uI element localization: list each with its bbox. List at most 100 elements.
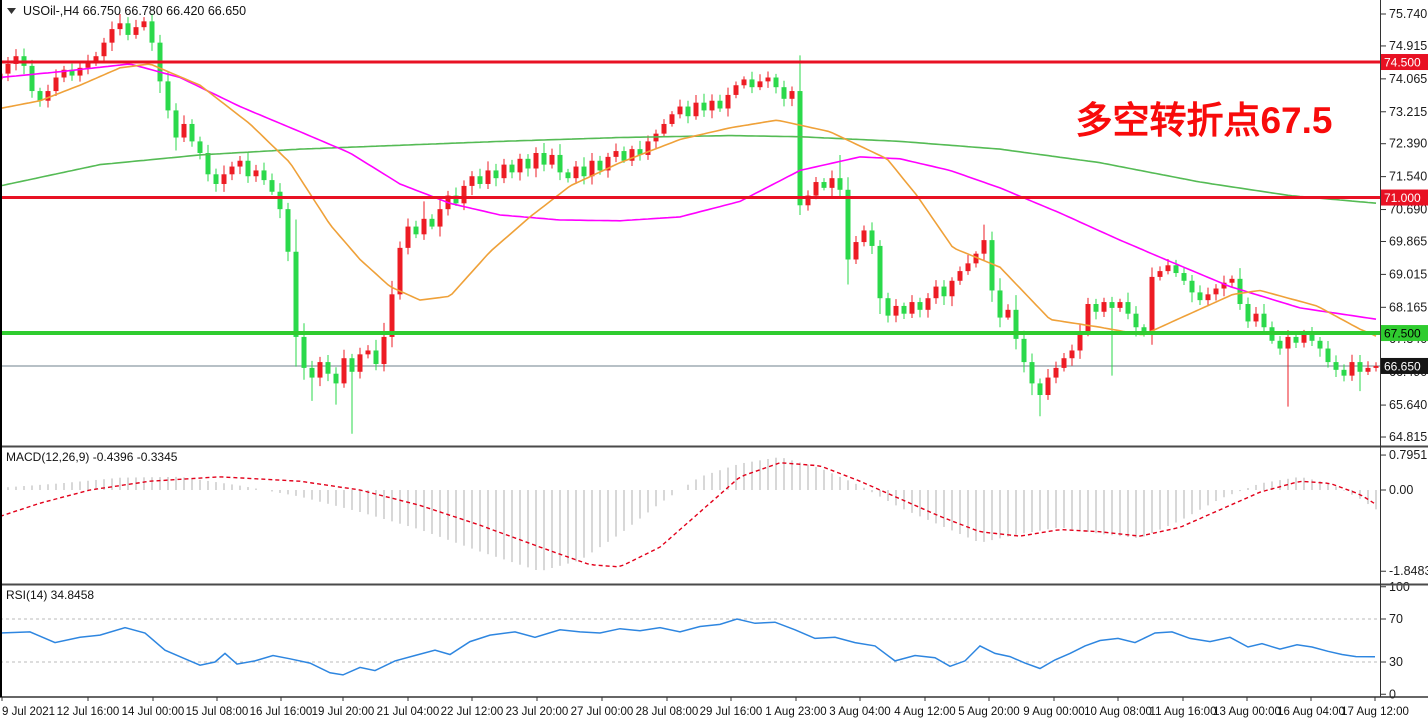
- candle-body: [933, 286, 939, 299]
- price-axis-label: 74.065: [1389, 72, 1427, 86]
- candle-body: [1037, 383, 1043, 396]
- macd-pane: [0, 457, 1377, 571]
- candle-body: [109, 29, 115, 43]
- symbol-dropdown-icon[interactable]: [7, 8, 16, 14]
- candle-body: [725, 94, 731, 109]
- macd-signal-line: [0, 462, 1375, 568]
- candle-body: [1349, 362, 1355, 376]
- candle-body: [597, 160, 603, 171]
- candle-body: [1101, 302, 1107, 312]
- candle-body: [1109, 302, 1115, 308]
- price-axis-label: 65.640: [1389, 398, 1427, 412]
- candle-body: [1021, 338, 1027, 363]
- price-badge-71.000: [1381, 189, 1428, 206]
- candle-body: [405, 226, 411, 248]
- candle-body: [1245, 304, 1251, 322]
- candle-body: [1093, 304, 1099, 312]
- candle-body: [1365, 367, 1371, 372]
- candle-body: [277, 191, 283, 210]
- candle-body: [245, 160, 251, 177]
- candle-body: [333, 373, 339, 384]
- candle-body: [1181, 273, 1187, 281]
- horizontal-levels-top-layer[interactable]: [0, 60, 1380, 336]
- candle-body: [621, 151, 627, 161]
- candle-body: [893, 305, 899, 316]
- candle-body: [1149, 276, 1155, 332]
- candle-body: [1077, 331, 1083, 351]
- price-axis-label: 69.015: [1389, 267, 1427, 281]
- candle-body: [85, 62, 91, 68]
- candle-body: [581, 166, 587, 177]
- price-axis-label: 72.390: [1389, 137, 1427, 151]
- candle-body: [541, 153, 547, 165]
- date-label: 3 Aug 04:00: [829, 706, 890, 718]
- candle-body: [173, 110, 179, 138]
- price-axis-label: 73.215: [1389, 105, 1427, 119]
- candle-body: [149, 21, 155, 43]
- rsi-axis-label: 100: [1389, 580, 1410, 594]
- price-axis-label: 74.915: [1389, 39, 1427, 53]
- candle-body: [389, 294, 395, 337]
- price-badge-label: 66.650: [1384, 359, 1421, 373]
- candle-body: [1141, 327, 1147, 332]
- candle-body: [1197, 292, 1203, 301]
- candle-body: [717, 100, 723, 109]
- candle-body: [909, 302, 915, 314]
- price-axis-label: 75.740: [1389, 7, 1427, 21]
- macd-axis-label: 0.7951: [1389, 448, 1427, 462]
- candle-body: [877, 245, 883, 299]
- candle-body: [1357, 362, 1363, 372]
- candle-body: [973, 253, 979, 264]
- candle-body: [45, 91, 51, 101]
- candle-body: [53, 77, 59, 92]
- candle-body: [93, 56, 99, 63]
- date-label: 9 Aug 00:00: [1023, 706, 1084, 718]
- candle-body: [981, 240, 987, 254]
- candle-body: [365, 350, 371, 355]
- candle-body: [957, 271, 963, 281]
- candle-body: [493, 170, 499, 179]
- candle-body: [1165, 265, 1171, 272]
- candle-body: [637, 149, 643, 155]
- candle-body: [645, 141, 651, 155]
- candle-body: [237, 160, 243, 167]
- candle-body: [469, 176, 475, 186]
- candle-body: [701, 102, 707, 111]
- price-badge-label: 67.500: [1384, 327, 1421, 341]
- candle-body: [197, 141, 203, 154]
- candle-body: [77, 67, 83, 76]
- candle-body: [941, 286, 947, 297]
- candle-body: [5, 63, 11, 74]
- candle-body: [517, 158, 523, 173]
- rsi-pane: [0, 618, 1380, 676]
- candle-body: [437, 209, 443, 227]
- price-axis: 75.740 74.915 74.065 73.215 72.390 71.540 70.6…: [1381, 7, 1428, 701]
- candle-body: [853, 242, 859, 260]
- rsi-axis-label: 30: [1389, 655, 1403, 669]
- candle-body: [261, 170, 267, 181]
- candle-body: [861, 230, 867, 243]
- candle-body: [821, 182, 827, 188]
- rsi-line: [0, 618, 1376, 676]
- candle-body: [221, 174, 227, 184]
- candle-body: [325, 362, 331, 374]
- candle-body: [965, 263, 971, 272]
- candle-body: [317, 362, 323, 378]
- date-label: 22 Jul 12:00: [441, 706, 504, 718]
- candle-body: [501, 164, 507, 179]
- candle-body: [573, 166, 579, 179]
- candle-body: [61, 69, 67, 78]
- candle-body: [709, 100, 715, 111]
- candle-body: [1125, 302, 1131, 314]
- date-label: 14 Jul 00:00: [122, 706, 185, 718]
- candle-body: [509, 164, 515, 173]
- candle-body: [349, 358, 355, 372]
- price-axis-label: 64.815: [1389, 430, 1427, 444]
- candle-body: [845, 189, 851, 260]
- candle-body: [1309, 334, 1315, 341]
- candle-body: [269, 180, 275, 192]
- candle-body: [813, 182, 819, 196]
- candle-body: [341, 358, 347, 384]
